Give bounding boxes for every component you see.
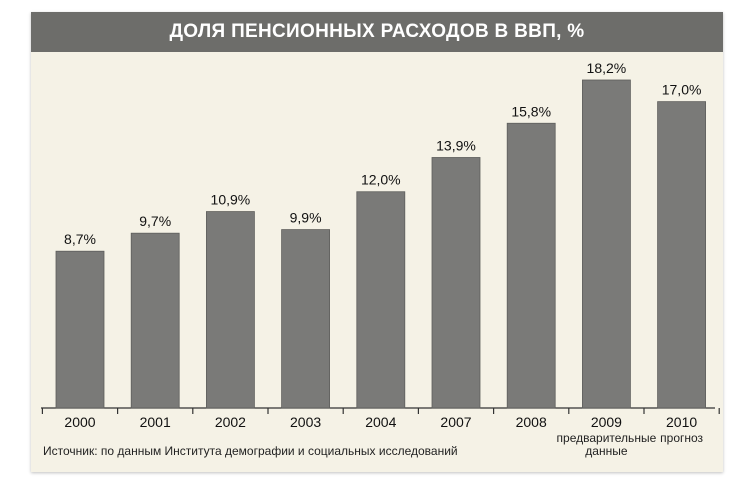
chart-card: ДОЛЯ ПЕНСИОННЫХ РАСХОДОВ В ВВП, % 8,7% 20… [31, 12, 723, 472]
category-label-2003: 2003 [290, 414, 321, 430]
category-note-2009: данные [585, 444, 628, 458]
category-label-2002: 2002 [215, 414, 246, 430]
bar-2004 [356, 191, 406, 409]
category-note-2010: прогноз [660, 431, 703, 445]
value-label-2010: 17,0% [662, 82, 702, 98]
category-label-2004: 2004 [365, 414, 396, 430]
category-label-2009: 2009 [591, 414, 622, 430]
value-label-2001: 9,7% [139, 213, 171, 229]
category-label-2008: 2008 [516, 414, 547, 430]
value-label-2000: 8,7% [64, 231, 96, 247]
category-label-2001: 2001 [140, 414, 171, 430]
bar-2010 [657, 101, 706, 409]
bar-2009 [582, 79, 631, 409]
category-label-2010: 2010 [666, 414, 697, 430]
value-label-2002: 10,9% [211, 192, 251, 208]
value-label-2009: 18,2% [587, 60, 627, 76]
bar-chart: 8,7% 2000 9,7% 2001 10,9% 2002 9,9% 2003 12,0% 20… [41, 60, 720, 458]
value-label-2004: 12,0% [361, 172, 401, 188]
value-label-2007: 13,9% [436, 137, 476, 153]
bar-2007 [431, 157, 481, 409]
bar-2002 [205, 211, 255, 409]
category-label-2007: 2007 [440, 414, 471, 430]
category-label-2000: 2000 [64, 414, 95, 430]
source-note: Источник: по данным Института демографии… [43, 444, 458, 458]
bar-2003 [281, 229, 331, 409]
bar-2001 [130, 232, 180, 409]
category-note-2009: предварительные [557, 431, 657, 445]
value-label-2008: 15,8% [511, 103, 551, 119]
bar-2000 [55, 250, 105, 409]
value-label-2003: 9,9% [290, 210, 322, 226]
chart-title: ДОЛЯ ПЕНСИОННЫХ РАСХОДОВ В ВВП, % [31, 12, 723, 52]
bar-2008 [506, 122, 556, 409]
